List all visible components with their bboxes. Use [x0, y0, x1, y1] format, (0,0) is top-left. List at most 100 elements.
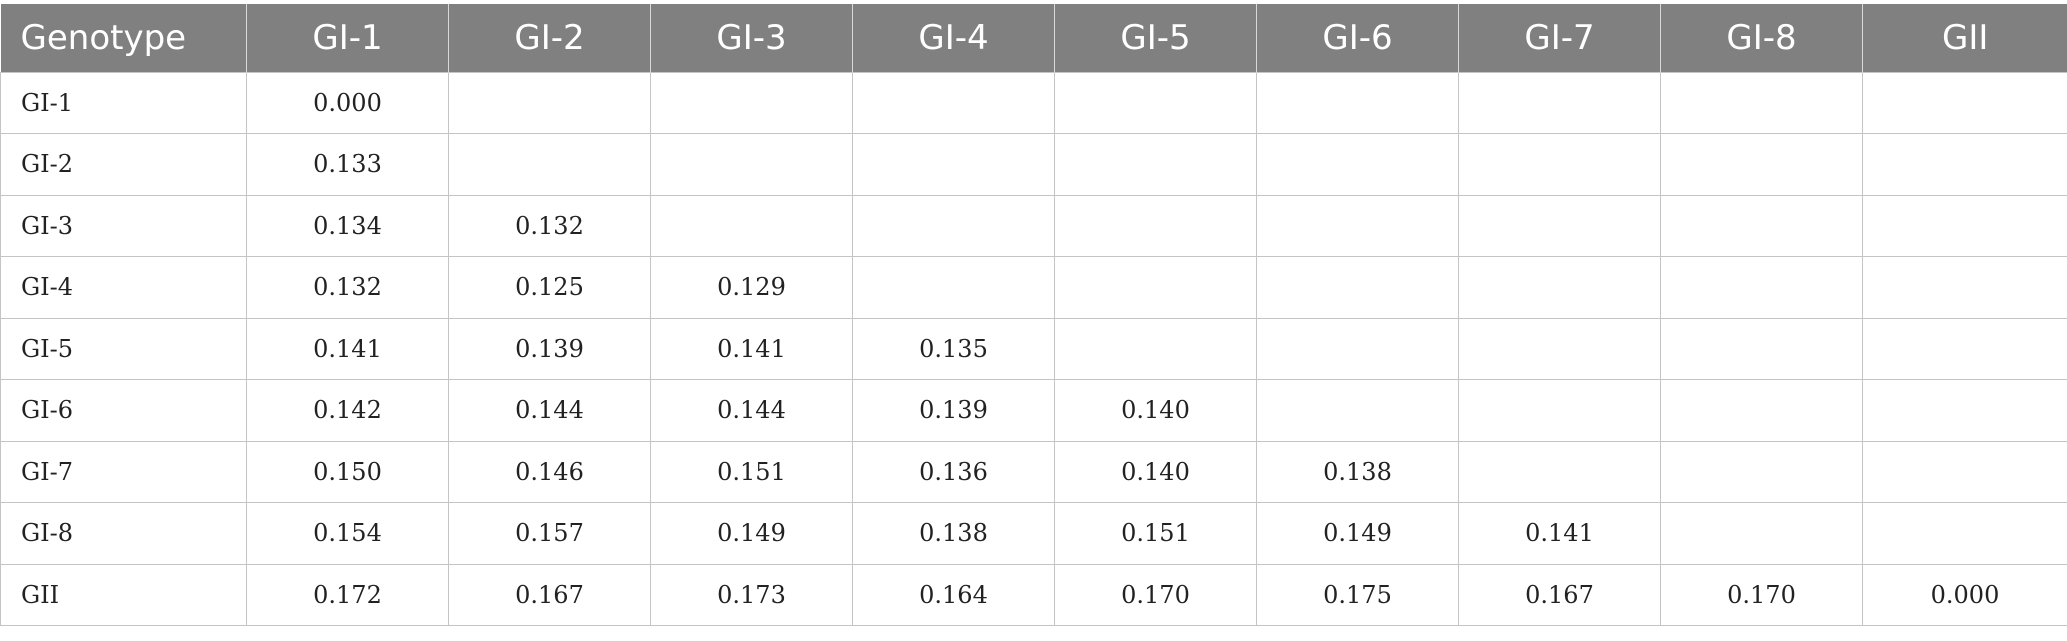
distance-cell: 0.144 — [448, 379, 651, 442]
distance-cell: 0.172 — [246, 563, 449, 626]
distance-cell — [1660, 256, 1863, 319]
distance-cell: 0.125 — [448, 256, 651, 319]
table-row: GI-3 0.134 0.132 — [0, 194, 2067, 257]
distance-cell — [1862, 194, 2067, 257]
distance-cell: 0.157 — [448, 502, 651, 565]
distance-cell: 0.140 — [1054, 440, 1257, 503]
distance-cell — [448, 133, 651, 196]
header-cell-genotype: Genotype — [0, 4, 247, 72]
distance-cell: 0.150 — [246, 440, 449, 503]
distance-cell — [852, 194, 1055, 257]
distance-cell: 0.141 — [246, 317, 449, 380]
table-row: GI-1 0.000 — [0, 71, 2067, 134]
header-cell-gi-8: GI-8 — [1660, 4, 1863, 72]
distance-cell: 0.129 — [650, 256, 853, 319]
distance-cell — [1660, 502, 1863, 565]
distance-cell — [1862, 256, 2067, 319]
distance-cell — [1256, 317, 1459, 380]
distance-cell: 0.146 — [448, 440, 651, 503]
table-row: GI-5 0.141 0.139 0.141 0.135 — [0, 317, 2067, 380]
row-genotype-label: GII — [0, 563, 247, 626]
distance-cell: 0.142 — [246, 379, 449, 442]
distance-cell — [1054, 194, 1257, 257]
row-genotype-label: GI-5 — [0, 317, 247, 380]
distance-cell: 0.141 — [650, 317, 853, 380]
distance-cell: 0.149 — [650, 502, 853, 565]
distance-cell — [1054, 256, 1257, 319]
distance-cell — [1660, 133, 1863, 196]
distance-cell — [1458, 194, 1661, 257]
distance-cell — [650, 71, 853, 134]
row-genotype-label: GI-7 — [0, 440, 247, 503]
distance-cell — [1862, 502, 2067, 565]
distance-cell: 0.139 — [852, 379, 1055, 442]
distance-cell: 0.175 — [1256, 563, 1459, 626]
distance-cell — [1458, 379, 1661, 442]
distance-cell — [1660, 71, 1863, 134]
distance-cell: 0.000 — [246, 71, 449, 134]
row-genotype-label: GI-4 — [0, 256, 247, 319]
distance-cell — [1458, 133, 1661, 196]
distance-cell: 0.154 — [246, 502, 449, 565]
distance-cell — [650, 194, 853, 257]
row-genotype-label: GI-8 — [0, 502, 247, 565]
distance-cell: 0.133 — [246, 133, 449, 196]
distance-cell — [1256, 194, 1459, 257]
distance-cell — [1862, 317, 2067, 380]
distance-cell — [1256, 133, 1459, 196]
header-cell-gii: GII — [1942, 17, 1989, 58]
distance-cell — [1660, 379, 1863, 442]
distance-cell — [1660, 317, 1863, 380]
distance-cell — [1660, 194, 1863, 257]
distance-cell: 0.170 — [1660, 563, 1863, 626]
row-genotype-label: GI-1 — [0, 71, 247, 134]
distance-cell — [852, 256, 1055, 319]
distance-cell — [650, 133, 853, 196]
table-body: GI-1 0.000 GI-2 0.133 GI-3 0.134 0.132 GI-4 0.13… — [0, 71, 2067, 626]
distance-cell: 0.135 — [852, 317, 1055, 380]
header-cell-gi-5: GI-5 — [1054, 4, 1257, 72]
distance-cell — [1458, 440, 1661, 503]
distance-cell — [1862, 133, 2067, 196]
distance-cell — [1458, 71, 1661, 134]
distance-cell: 0.134 — [246, 194, 449, 257]
distance-cell — [852, 133, 1055, 196]
table-row: GI-8 0.154 0.157 0.149 0.138 0.151 0.149 0.141 — [0, 502, 2067, 565]
row-genotype-label: GI-2 — [0, 133, 247, 196]
header-cell-gi-1: GI-1 — [246, 4, 449, 72]
distance-cell: 0.139 — [448, 317, 651, 380]
header-row: Genotype GI-1 GI-2 GI-3 GI-4 GI-5 GI-6 G… — [0, 4, 2067, 72]
distance-cell: 0.167 — [448, 563, 651, 626]
distance-cell: 0.136 — [852, 440, 1055, 503]
distance-cell: 0.167 — [1458, 563, 1661, 626]
distance-cell — [1054, 71, 1257, 134]
row-genotype-label: GI-3 — [0, 194, 247, 257]
distance-table-container: Genotype GI-1 GI-2 GI-3 GI-4 GI-5 GI-6 G… — [0, 4, 2067, 626]
table-row: GI-6 0.142 0.144 0.144 0.139 0.140 — [0, 379, 2067, 442]
distance-cell — [1256, 379, 1459, 442]
distance-cell: 0.132 — [448, 194, 651, 257]
distance-cell — [1862, 440, 2067, 503]
distance-cell — [1054, 133, 1257, 196]
distance-cell — [1458, 256, 1661, 319]
distance-cell: 0.000 — [1862, 563, 2067, 626]
table-row: GI-2 0.133 — [0, 133, 2067, 196]
distance-cell: 0.140 — [1054, 379, 1257, 442]
distance-cell: 0.141 — [1458, 502, 1661, 565]
distance-cell — [1458, 317, 1661, 380]
header-cell-gi-7: GI-7 — [1458, 4, 1661, 72]
distance-cell — [1660, 440, 1863, 503]
distance-cell: 0.164 — [852, 563, 1055, 626]
table-header: Genotype GI-1 GI-2 GI-3 GI-4 GI-5 GI-6 G… — [0, 4, 2067, 72]
header-cell-gi-3: GI-3 — [650, 4, 853, 72]
genetic-distance-table: Genotype GI-1 GI-2 GI-3 GI-4 GI-5 GI-6 G… — [0, 4, 2067, 626]
distance-cell — [1256, 71, 1459, 134]
distance-cell — [1862, 71, 2067, 134]
distance-cell — [448, 71, 651, 134]
distance-cell — [1256, 256, 1459, 319]
table-row: GII 0.172 0.167 0.173 0.164 0.170 0.175 0.167 0.… — [0, 563, 2067, 626]
header-cell-gi-2: GI-2 — [448, 4, 651, 72]
table-row: GI-7 0.150 0.146 0.151 0.136 0.140 0.138 — [0, 440, 2067, 503]
distance-cell — [852, 71, 1055, 134]
distance-cell — [1054, 317, 1257, 380]
